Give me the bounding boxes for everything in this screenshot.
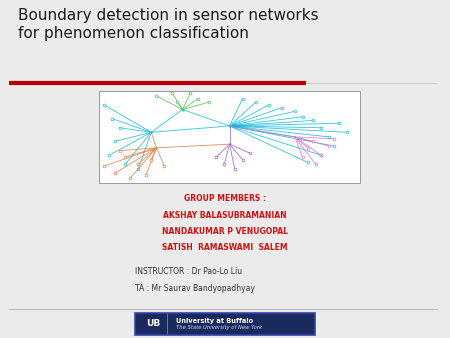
Text: University at Buffalo: University at Buffalo (176, 318, 252, 324)
Text: UB: UB (146, 319, 160, 328)
Text: TA : Mr Saurav Bandyopadhyay: TA : Mr Saurav Bandyopadhyay (135, 284, 255, 293)
Bar (99, 91, 360, 183)
Text: Boundary detection in sensor networks
for phenomenon classification: Boundary detection in sensor networks fo… (18, 8, 319, 42)
Text: INSTRUCTOR : Dr Pao-Lo Liu: INSTRUCTOR : Dr Pao-Lo Liu (135, 267, 242, 276)
Text: GROUP MEMBERS :: GROUP MEMBERS : (184, 194, 266, 203)
Text: The State University of New York: The State University of New York (176, 325, 261, 330)
Text: SATISH  RAMASWAMI  SALEM: SATISH RAMASWAMI SALEM (162, 243, 288, 252)
Bar (135, 313, 315, 335)
Text: AKSHAY BALASUBRAMANIAN: AKSHAY BALASUBRAMANIAN (163, 211, 287, 220)
Text: NANDAKUMAR P VENUGOPAL: NANDAKUMAR P VENUGOPAL (162, 227, 288, 236)
